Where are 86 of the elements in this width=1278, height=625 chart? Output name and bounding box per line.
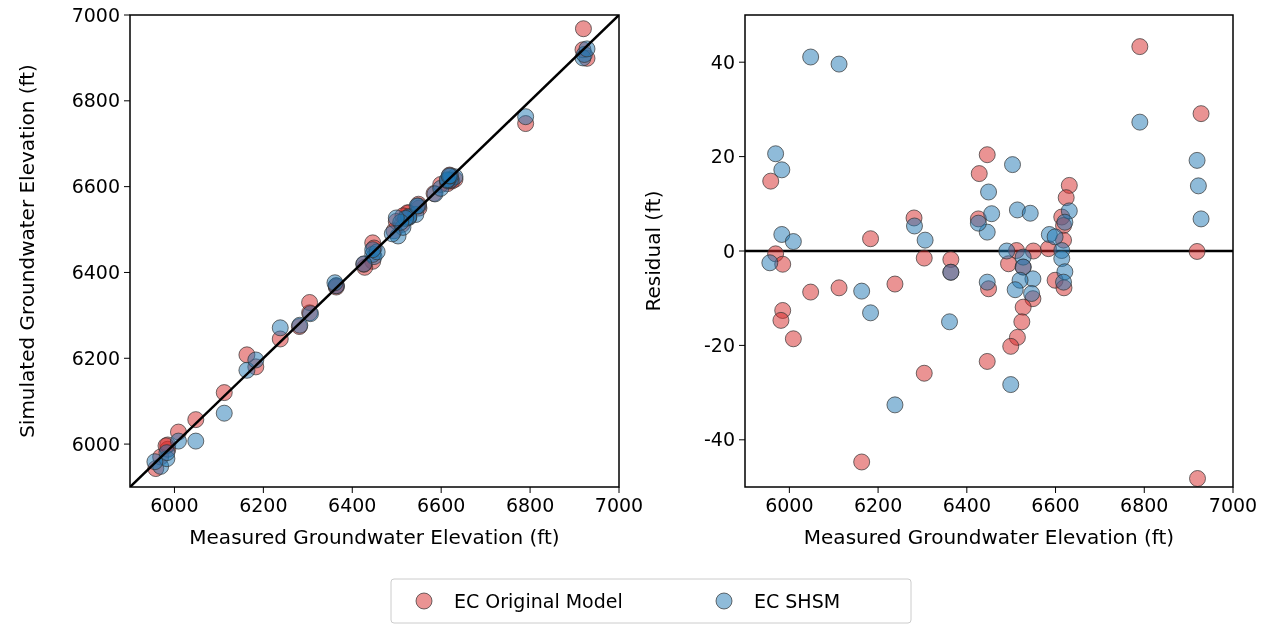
y-tick-label: 6200: [71, 346, 120, 369]
y-tick-label: 0: [722, 239, 735, 262]
point: [1023, 284, 1041, 302]
point: [862, 230, 880, 248]
point: [916, 231, 934, 249]
point: [905, 217, 923, 235]
point: [1004, 156, 1022, 174]
x-axis-title: Measured Groundwater Elevation (ft): [189, 525, 560, 549]
point: [970, 165, 988, 183]
point: [830, 279, 848, 297]
point: [1056, 213, 1074, 231]
y-tick-label: -40: [703, 428, 735, 451]
point: [915, 249, 933, 267]
x-tick-label: 6000: [150, 494, 199, 516]
x-axis-title: Measured Groundwater Elevation (ft): [803, 525, 1175, 549]
y-axis-title: Residual (ft): [641, 190, 665, 312]
point: [853, 453, 871, 471]
point: [978, 273, 996, 291]
point: [767, 145, 785, 163]
point: [784, 233, 802, 251]
point: [980, 183, 998, 201]
point: [915, 364, 933, 382]
legend-label: EC SHSM: [754, 589, 841, 612]
y-tick-label: -20: [703, 334, 735, 357]
y-tick-label: 6600: [71, 175, 120, 198]
x-tick-label: 6600: [1031, 494, 1080, 516]
point: [784, 330, 802, 348]
point: [1057, 189, 1075, 207]
point: [802, 48, 820, 66]
x-tick-label: 6800: [1120, 494, 1169, 516]
x-tick-label: 6400: [942, 494, 991, 516]
point: [1055, 273, 1073, 291]
point: [830, 55, 848, 73]
point: [773, 225, 791, 243]
point: [1014, 298, 1032, 316]
point: [978, 352, 996, 370]
x-tick-label: 6200: [239, 494, 288, 516]
point: [1189, 470, 1207, 487]
point: [1188, 151, 1206, 169]
y-tick-label: 6400: [71, 261, 120, 284]
x-tick-label: 6200: [853, 494, 903, 516]
point: [1131, 38, 1149, 56]
point: [1189, 177, 1207, 195]
point: [1053, 250, 1071, 268]
y-tick-label: 20: [710, 145, 735, 168]
point: [1021, 204, 1039, 222]
y-axis-title: Simulated Groundwater Elevation (ft): [15, 64, 39, 438]
point: [761, 254, 779, 272]
point: [1192, 210, 1210, 228]
point: [998, 242, 1016, 260]
point: [886, 275, 904, 293]
point: [215, 404, 233, 422]
point: [1002, 376, 1020, 394]
point: [1188, 242, 1206, 260]
x-tick-label: 7000: [594, 494, 644, 516]
point: [517, 108, 535, 126]
point: [1002, 337, 1020, 355]
point: [574, 20, 592, 38]
point: [187, 432, 205, 450]
y-tick-label: 6800: [71, 89, 120, 112]
point: [802, 283, 820, 301]
y-tick-label: 7000: [71, 3, 120, 26]
point: [862, 304, 880, 322]
x-tick-label: 6800: [505, 494, 555, 516]
point: [1192, 105, 1210, 123]
x-tick-label: 6400: [328, 494, 377, 516]
point: [853, 282, 871, 300]
y-tick-label: 40: [710, 50, 735, 73]
legend-label: EC Original Model: [454, 589, 623, 612]
point: [773, 161, 791, 179]
point: [772, 311, 790, 329]
point: [941, 313, 959, 331]
point: [983, 205, 1001, 223]
point: [1131, 113, 1149, 131]
point: [1013, 313, 1031, 331]
point: [886, 396, 904, 414]
x-tick-label: 7000: [1208, 494, 1258, 516]
point: [271, 319, 289, 337]
y-tick-label: 6000: [71, 432, 120, 455]
x-tick-label: 6600: [417, 494, 466, 516]
point: [978, 146, 996, 164]
x-tick-label: 6000: [765, 494, 814, 516]
point: [762, 172, 780, 190]
point: [1006, 281, 1024, 299]
point: [969, 214, 987, 232]
point: [1046, 228, 1064, 246]
